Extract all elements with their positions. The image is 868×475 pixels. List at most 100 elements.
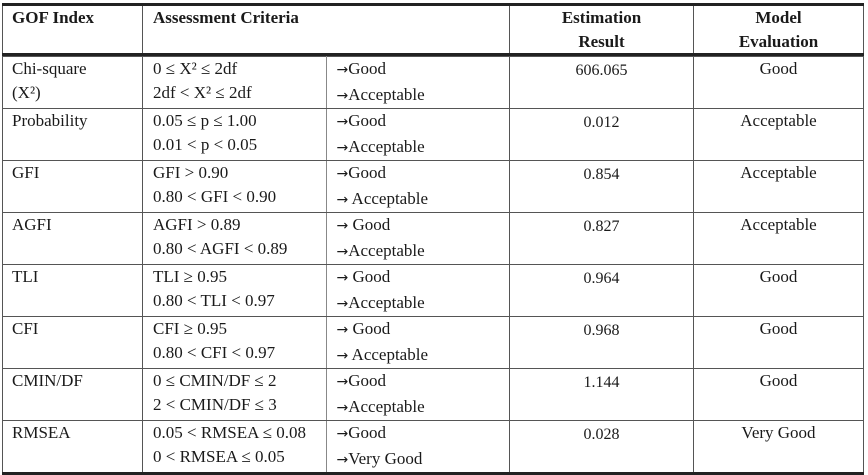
criteria-label-line: →Good [337, 57, 510, 82]
gof-table: GOF Index Assessment Criteria Estimation… [2, 3, 864, 475]
criteria-label-text: Good [348, 215, 391, 234]
criteria-label-text: Good [348, 59, 387, 78]
header-row: GOF Index Assessment Criteria Estimation… [2, 3, 864, 56]
gof-index-label: (X²) [12, 83, 41, 102]
criteria-label-line: → Good [337, 213, 510, 238]
arrow-right-icon: → [336, 62, 349, 78]
model-evaluation-cell: Good [693, 316, 864, 369]
criteria-label-line: → Good [337, 265, 510, 290]
model-evaluation-cell: Very Good [693, 420, 864, 475]
criteria-cell: GFI > 0.90 0.80 < GFI < 0.90 [142, 160, 327, 213]
criteria-condition: CFI ≥ 0.95 [153, 319, 228, 338]
gof-index-label: CMIN/DF [12, 371, 83, 390]
criteria-label-line: →Good [337, 421, 510, 446]
criteria-label-cell: →Good → Acceptable [325, 368, 510, 421]
gof-index-label: RMSEA [12, 423, 71, 442]
criteria-label-cell: → Good →Acceptable [325, 212, 510, 265]
header-assessment-criteria: Assessment Criteria [142, 3, 510, 56]
arrow-right-icon: → [336, 322, 349, 338]
model-evaluation-value: Good [759, 371, 798, 390]
criteria-condition: 0.80 < GFI < 0.90 [153, 187, 277, 206]
estimation-result-cell: 0.968 [509, 316, 694, 369]
model-evaluation-value: Acceptable [740, 215, 817, 234]
estimation-result-value: 0.028 [583, 426, 620, 443]
criteria-cell: 0 ≤ X² ≤ 2df 2df < X² ≤ 2df [142, 56, 327, 109]
gof-index-label: CFI [12, 319, 39, 338]
header-evaluation-line-1: Model [755, 8, 802, 27]
estimation-result-value: 0.012 [583, 114, 620, 131]
estimation-result-cell: 0.028 [509, 420, 694, 475]
gof-index-label: AGFI [12, 215, 52, 234]
gof-index-label: TLI [12, 267, 39, 286]
estimation-result-value: 1.144 [583, 374, 620, 391]
arrow-right-icon: → [336, 192, 349, 208]
criteria-condition: 0.80 < CFI < 0.97 [153, 343, 276, 362]
estimation-result-value: 0.854 [583, 166, 620, 183]
arrow-right-icon: → [336, 296, 349, 312]
criteria-label-cell: → Good → Acceptable [325, 316, 510, 369]
arrow-right-icon: → [336, 270, 349, 286]
table-header: GOF Index Assessment Criteria Estimation… [2, 3, 864, 57]
estimation-result-cell: 606.065 [509, 56, 694, 109]
criteria-condition: 0 ≤ CMIN/DF ≤ 2 [153, 371, 277, 390]
criteria-label-text: Acceptable [348, 241, 425, 260]
criteria-label-line: →Acceptable [337, 239, 510, 264]
criteria-condition: GFI > 0.90 [153, 163, 229, 182]
table-row: AGFI AGFI > 0.89 0.80 < AGFI < 0.89 → Good →… [2, 212, 864, 265]
criteria-condition: 0.05 < RMSEA ≤ 0.08 [153, 423, 307, 442]
criteria-condition: 0.01 < p < 0.05 [153, 135, 258, 154]
criteria-condition: 0 ≤ X² ≤ 2df [153, 59, 238, 78]
model-evaluation-cell: Good [693, 56, 864, 109]
criteria-label-text: Good [348, 371, 387, 390]
criteria-label-text: Acceptable [348, 189, 428, 208]
criteria-cell: 0.05 ≤ p ≤ 1.00 0.01 < p < 0.05 [142, 108, 327, 161]
header-gof-index: GOF Index [2, 3, 143, 56]
gof-index-cell: TLI [2, 264, 143, 317]
criteria-condition: 0.80 < AGFI < 0.89 [153, 239, 288, 258]
criteria-label-cell: → Good →Acceptable [325, 264, 510, 317]
criteria-label-text: Good [348, 163, 387, 182]
gof-index-cell: CMIN/DF [2, 368, 143, 421]
criteria-condition: 0 < RMSEA ≤ 0.05 [153, 447, 285, 466]
criteria-label-text: Acceptable [348, 293, 425, 312]
model-evaluation-value: Good [759, 319, 798, 338]
model-evaluation-cell: Acceptable [693, 212, 864, 265]
arrow-right-icon: → [336, 452, 349, 468]
model-evaluation-cell: Acceptable [693, 160, 864, 213]
arrow-right-icon: → [336, 218, 349, 234]
criteria-cell: AGFI > 0.89 0.80 < AGFI < 0.89 [142, 212, 327, 265]
criteria-label-text: Good [348, 319, 391, 338]
criteria-label-cell: →Good →Very Good [325, 420, 510, 475]
criteria-label-line: → Good [337, 317, 510, 342]
estimation-result-value: 0.968 [583, 322, 620, 339]
arrow-right-icon: → [336, 426, 349, 442]
criteria-cell: TLI ≥ 0.95 0.80 < TLI < 0.97 [142, 264, 327, 317]
criteria-label-cell: →Good → Acceptable [325, 56, 510, 109]
criteria-label-line: →Very Good [337, 447, 510, 472]
arrow-right-icon: → [336, 374, 349, 390]
estimation-result-cell: 0.827 [509, 212, 694, 265]
header-evaluation-line-2: Evaluation [738, 32, 819, 51]
table-row: Probability 0.05 ≤ p ≤ 1.00 0.01 < p < 0.0… [2, 108, 864, 161]
arrow-right-icon: → [336, 140, 349, 156]
model-evaluation-value: Good [759, 267, 798, 286]
gof-index-cell: Chi-square (X²) [2, 56, 143, 109]
criteria-label-text: Acceptable [348, 137, 425, 156]
criteria-label-text: Acceptable [348, 85, 425, 104]
model-evaluation-cell: Acceptable [693, 108, 864, 161]
criteria-label-line: →Good [337, 109, 510, 134]
criteria-condition: TLI ≥ 0.95 [153, 267, 228, 286]
criteria-label-line: →Good [337, 161, 510, 186]
header-estimation-result: Estimation Result [509, 3, 694, 56]
criteria-condition: 2 < CMIN/DF ≤ 3 [153, 395, 277, 414]
estimation-result-cell: 0.964 [509, 264, 694, 317]
criteria-label-line: →Good [337, 369, 510, 394]
criteria-label-cell: →Good → Acceptable [325, 160, 510, 213]
table-row: Chi-square (X²) 0 ≤ X² ≤ 2df 2df < X² ≤ 2df… [2, 56, 864, 109]
criteria-condition: 0.80 < TLI < 0.97 [153, 291, 275, 310]
estimation-result-value: 0.827 [583, 218, 620, 235]
criteria-label-text: Acceptable [348, 397, 425, 416]
criteria-label-text: Good [348, 111, 387, 130]
estimation-result-value: 0.964 [583, 270, 620, 287]
header-model-evaluation: Model Evaluation [693, 3, 864, 56]
